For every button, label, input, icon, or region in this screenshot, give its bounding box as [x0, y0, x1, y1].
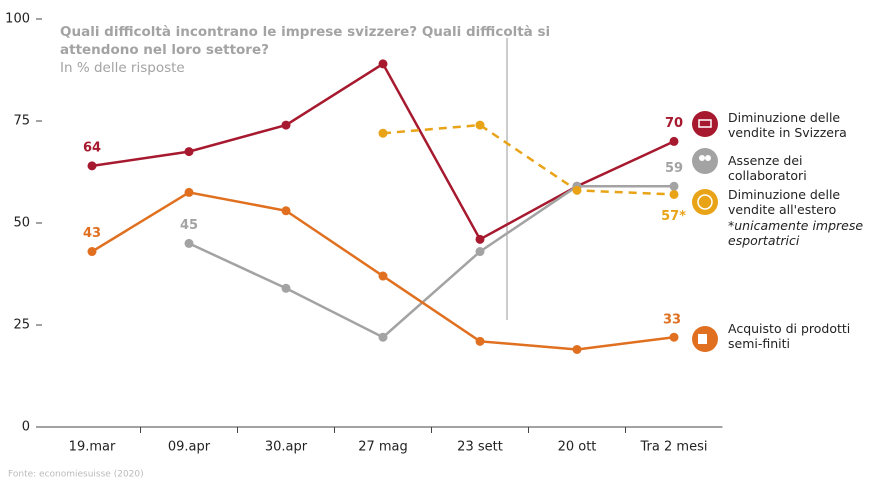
data-point [572, 185, 582, 195]
legend-item: Diminuzione delle vendite in Svizzera [728, 110, 847, 140]
x-tick-label: 23 sett [457, 440, 503, 455]
data-point [475, 247, 485, 257]
value-label: 57* [661, 209, 686, 224]
data-point [87, 161, 97, 171]
data-point [87, 247, 97, 257]
data-point [281, 120, 291, 130]
data-point [572, 344, 582, 354]
data-point [378, 332, 388, 342]
x-tick-label: 27 mag [358, 440, 408, 455]
source: Fonte: economiesuisse (2020) [8, 470, 144, 479]
data-point [669, 332, 679, 342]
data-point [669, 189, 679, 199]
data-point [475, 234, 485, 244]
value-label: 45 [180, 218, 198, 233]
y-tick-label: 0 [22, 420, 30, 435]
value-label: 59 [665, 161, 683, 176]
annotation: 33 [663, 313, 681, 328]
data-point [669, 136, 679, 146]
data-point [475, 336, 485, 346]
x-tick-label: 30.apr [265, 440, 308, 455]
series-line [91, 62, 675, 242]
value-label: 43 [83, 226, 101, 241]
chart-title: attendono nel loro settore? [60, 42, 269, 58]
data-point [378, 271, 388, 281]
x-tick-label: 09.apr [168, 440, 211, 455]
y-tick-label: 50 [13, 216, 30, 231]
data-point [184, 238, 194, 248]
data-point [184, 147, 194, 157]
data-point [378, 59, 388, 69]
series-line [382, 123, 675, 196]
chart-subtitle: In % delle risposte [60, 60, 185, 76]
value-label: 70 [665, 116, 683, 131]
data-point [281, 206, 291, 216]
y-tick-label: 25 [13, 318, 30, 333]
series-line [188, 185, 674, 339]
chart-title: Quali difficoltà incontrano le imprese s… [60, 24, 550, 40]
x-tick-label: 20 ott [558, 440, 597, 455]
x-tick-label: 19.mar [69, 440, 116, 455]
series-line [91, 191, 675, 351]
y-tick-label: 100 [5, 12, 30, 27]
data-point [378, 128, 388, 138]
legend-icons [692, 111, 718, 352]
legend-item: Acquisto di prodotti semi-finiti [728, 321, 851, 351]
data-point [669, 181, 679, 191]
legend-item: Diminuzione delle vendite all'estero [728, 187, 841, 217]
data-point [475, 120, 485, 130]
x-tick-label: Tra 2 mesi [640, 440, 708, 455]
legend-item: Assenze dei collaboratori [728, 153, 807, 183]
legend-note: *unicamente imprese esportatrici [728, 218, 864, 248]
data-point [184, 187, 194, 197]
data-point [281, 283, 291, 293]
value-label: 64 [83, 140, 101, 155]
y-tick-label: 75 [13, 114, 30, 129]
